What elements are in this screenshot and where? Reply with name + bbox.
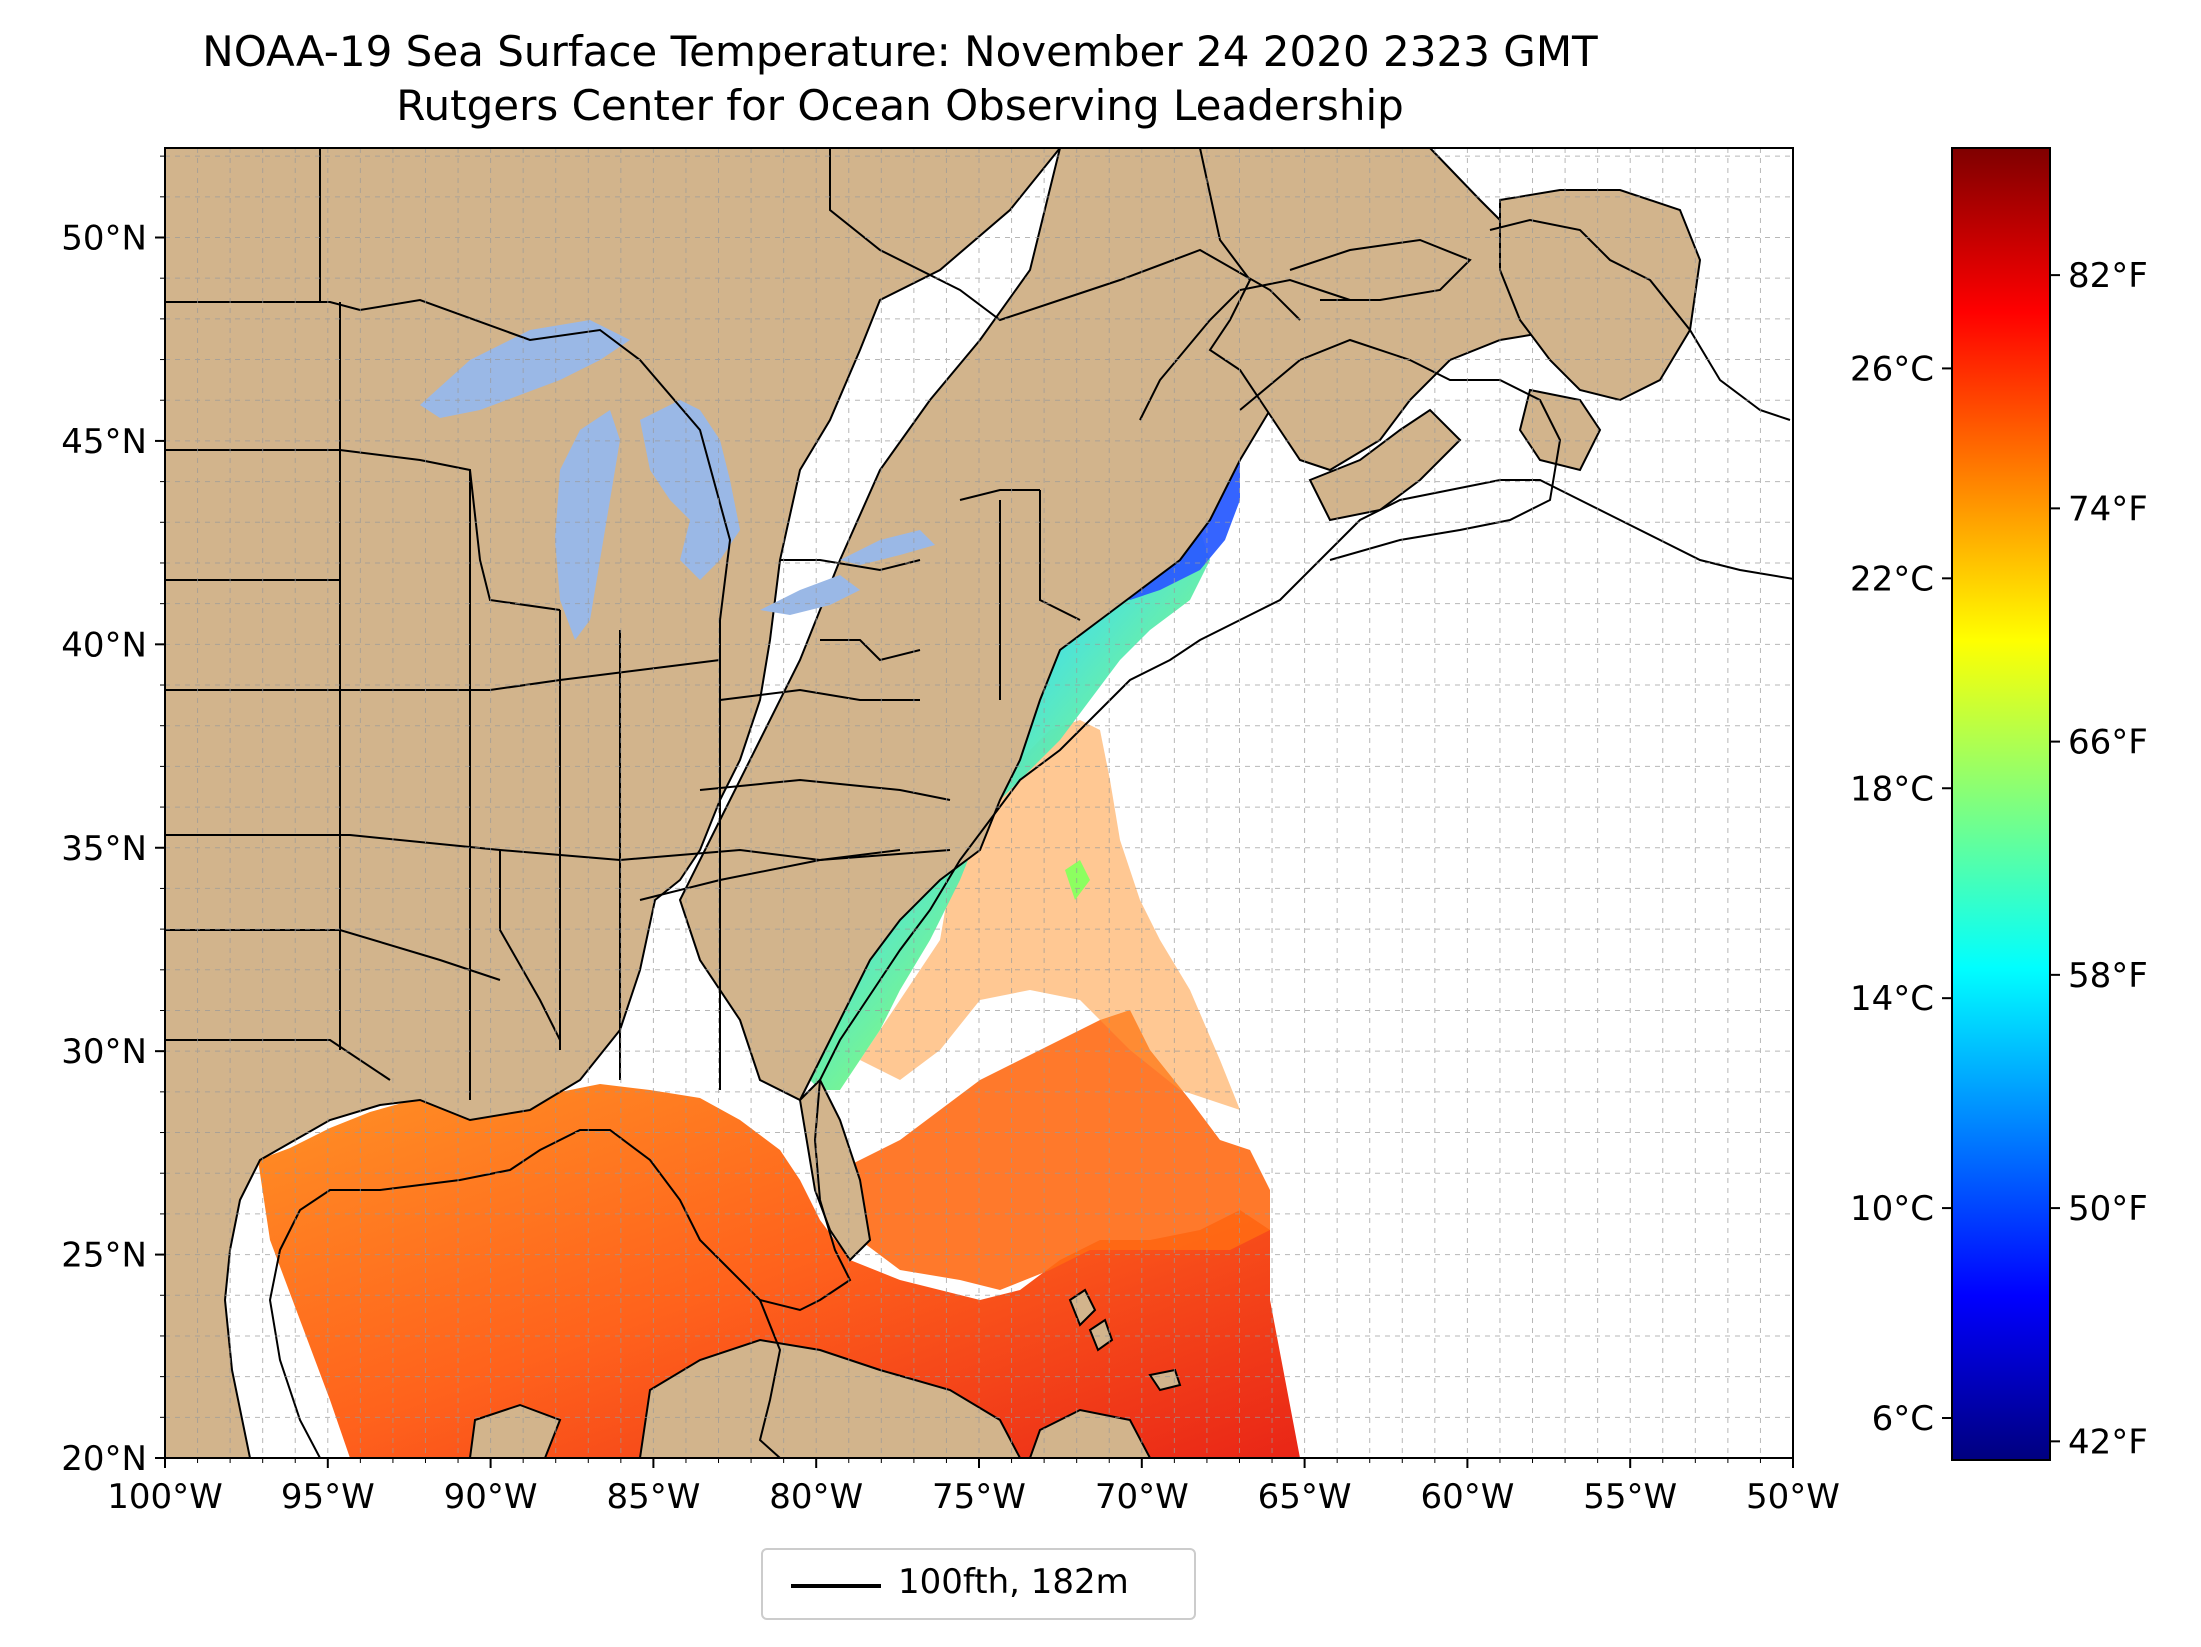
legend-isobath-label: 100fth, 182m <box>898 1562 1129 1602</box>
great-lakes <box>420 320 935 640</box>
fahrenheit-tick-label: 74°F <box>2068 489 2148 529</box>
lon-tick-label: 100°W <box>107 1477 223 1517</box>
colorbar-celsius-axis: 6°C 10°C 14°C 18°C 22°C 26°C <box>1850 349 1952 1439</box>
lon-tick-label: 95°W <box>281 1477 375 1517</box>
lon-tick-label: 90°W <box>444 1477 538 1517</box>
lat-tick-label: 20°N <box>61 1439 147 1479</box>
lat-tick-label: 35°N <box>61 829 147 869</box>
longitude-axis: 100°W 95°W 90°W 85°W 80°W 75°W 70°W 65°W 60°W 55°… <box>107 1458 1840 1517</box>
celsius-tick-label: 18°C <box>1850 769 1934 809</box>
celsius-tick-label: 6°C <box>1872 1399 1934 1439</box>
lon-tick-label: 65°W <box>1258 1477 1352 1517</box>
political-borders <box>165 148 1351 1100</box>
celsius-tick-label: 14°C <box>1850 979 1934 1019</box>
fahrenheit-tick-label: 82°F <box>2068 256 2148 296</box>
fahrenheit-tick-label: 66°F <box>2068 723 2148 763</box>
map-title: NOAA-19 Sea Surface Temperature: Novembe… <box>202 27 1598 76</box>
lon-tick-label: 70°W <box>1095 1477 1189 1517</box>
celsius-tick-label: 10°C <box>1850 1189 1934 1229</box>
celsius-tick-label: 22°C <box>1850 559 1934 599</box>
legend: 100fth, 182m <box>761 1548 1196 1620</box>
map-subtitle: Rutgers Center for Ocean Observing Leade… <box>396 81 1404 130</box>
lon-tick-label: 75°W <box>932 1477 1026 1517</box>
lat-tick-label: 30°N <box>61 1032 147 1072</box>
gridlines <box>165 148 1793 1458</box>
fahrenheit-tick-label: 42°F <box>2068 1422 2148 1462</box>
latitude-axis: 20°N 25°N 30°N 35°N 40°N 45°N 50°N <box>61 155 165 1479</box>
lon-tick-label: 85°W <box>606 1477 700 1517</box>
fahrenheit-tick-label: 50°F <box>2068 1189 2148 1229</box>
lat-tick-label: 25°N <box>61 1236 147 1276</box>
colorbar <box>1951 147 2051 1461</box>
lon-tick-label: 50°W <box>1746 1477 1840 1517</box>
lat-tick-label: 40°N <box>61 625 147 665</box>
lat-tick-label: 50°N <box>61 219 147 259</box>
lon-tick-label: 80°W <box>769 1477 863 1517</box>
colorbar-fahrenheit-axis: 42°F 50°F 58°F 66°F 74°F 82°F <box>2050 256 2148 1462</box>
lon-tick-label: 60°W <box>1420 1477 1514 1517</box>
fahrenheit-tick-label: 58°F <box>2068 956 2148 996</box>
legend-isobath-line <box>791 1584 881 1588</box>
celsius-tick-label: 26°C <box>1850 349 1934 389</box>
lon-tick-label: 55°W <box>1583 1477 1677 1517</box>
lat-tick-label: 45°N <box>61 422 147 462</box>
